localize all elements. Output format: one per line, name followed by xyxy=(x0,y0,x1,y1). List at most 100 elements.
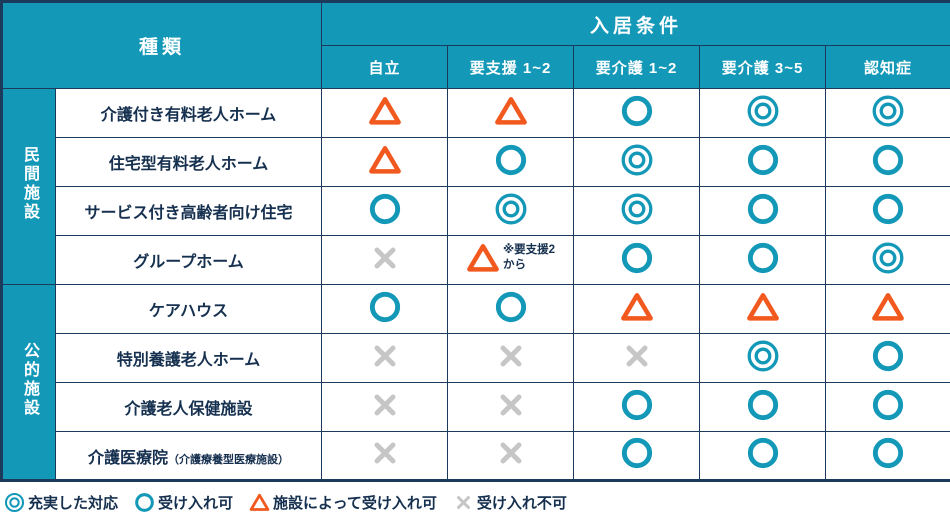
group-label-text: 民間施設 xyxy=(21,146,38,222)
cross-symbol xyxy=(494,436,528,470)
cell xyxy=(699,284,827,334)
circle-icon xyxy=(134,492,155,513)
triangle-symbol xyxy=(368,143,402,177)
circle-symbol xyxy=(746,192,780,226)
legend-label: 受け入れ可 xyxy=(158,494,234,512)
cell xyxy=(573,431,701,481)
cross-symbol xyxy=(368,339,402,373)
cross-symbol xyxy=(494,339,528,373)
condition-header-care-1-2: 要介護 1~2 xyxy=(573,45,701,89)
cell xyxy=(321,137,449,187)
legend-item-circle: 受け入れ可 xyxy=(134,492,233,513)
cell xyxy=(699,333,827,383)
circle-symbol xyxy=(368,290,402,324)
triangle-symbol xyxy=(746,290,780,324)
cell xyxy=(825,333,950,383)
facility-comparison-table: 種類 入居条件 自立 要支援 1~2 要介護 1~2 要介護 3~5 認知症 民… xyxy=(0,0,950,482)
table-row: 民間施設 介護付き有料老人ホーム xyxy=(1,88,950,285)
cell xyxy=(573,382,701,432)
group-label-private: 民間施設 xyxy=(1,88,56,285)
condition-header-support-1-2: 要支援 1~2 xyxy=(447,45,575,89)
type-header: 種類 xyxy=(0,1,323,89)
cell xyxy=(573,88,701,138)
cell xyxy=(825,284,950,334)
circle-symbol xyxy=(620,94,654,128)
cell xyxy=(321,382,449,432)
circle-symbol xyxy=(746,436,780,470)
table-row: サービス付き高齢者向け住宅 xyxy=(2,186,950,236)
cell xyxy=(447,333,575,383)
facility-name: 特別養護老人ホーム xyxy=(54,333,323,383)
header-row-1: 種類 入居条件 xyxy=(0,1,950,89)
cross-symbol xyxy=(368,436,402,470)
double-circle-symbol xyxy=(871,94,905,128)
table-row: 介護老人保健施設 xyxy=(2,382,950,432)
cell xyxy=(573,284,701,334)
cell xyxy=(825,137,950,187)
circle-symbol xyxy=(368,192,402,226)
cell xyxy=(573,186,701,236)
conditions-header: 入居条件 xyxy=(321,1,950,46)
group-label-text: 公的施設 xyxy=(21,341,38,418)
cell xyxy=(447,382,575,432)
circle-symbol xyxy=(871,339,905,373)
cell xyxy=(699,431,827,481)
double-circle-symbol xyxy=(871,241,905,275)
facility-name: 住宅型有料老人ホーム xyxy=(54,137,323,187)
circle-symbol xyxy=(871,143,905,177)
double-circle-symbol xyxy=(746,339,780,373)
cell xyxy=(699,186,827,236)
table-row: グループホーム ※要支援2 から xyxy=(2,235,950,285)
group-label-public: 公的施設 xyxy=(1,284,56,481)
circle-symbol xyxy=(746,388,780,422)
cell xyxy=(321,186,449,236)
cell xyxy=(321,235,449,285)
condition-header-care-3-5: 要介護 3~5 xyxy=(699,45,827,89)
cell xyxy=(447,284,575,334)
facility-name-sub: （介護療養型医療施設） xyxy=(168,453,290,466)
circle-symbol xyxy=(620,436,654,470)
table-row: 特別養護老人ホーム xyxy=(2,333,950,383)
cross-symbol xyxy=(494,388,528,422)
facility-name: ケアハウス xyxy=(54,284,323,334)
circle-symbol xyxy=(620,241,654,275)
double-circle-symbol xyxy=(494,192,528,226)
circle-symbol xyxy=(746,143,780,177)
cross-symbol xyxy=(368,241,402,275)
cell xyxy=(321,284,449,334)
triangle-symbol xyxy=(620,290,654,324)
double-circle-symbol xyxy=(620,143,654,177)
table-row: 公的施設 ケアハウス xyxy=(1,284,950,481)
cross-symbol xyxy=(368,388,402,422)
cell xyxy=(699,137,827,187)
legend-label: 施設によって受け入れ可 xyxy=(273,494,437,512)
triangle-symbol xyxy=(871,290,905,324)
cell xyxy=(825,431,950,481)
facility-name: 介護付き有料老人ホーム xyxy=(54,88,323,138)
double-circle-icon xyxy=(4,492,25,513)
cell xyxy=(825,382,950,432)
cross-icon xyxy=(453,492,474,513)
header-row-2: 自立 要支援 1~2 要介護 1~2 要介護 3~5 認知症 xyxy=(2,45,950,89)
cell: ※要支援2 から xyxy=(447,235,575,285)
circle-symbol xyxy=(746,241,780,275)
triangle-symbol xyxy=(494,94,528,128)
cell xyxy=(447,186,575,236)
table-row: 介護医療院（介護療養型医療施設） xyxy=(2,431,950,481)
legend-item-triangle: 施設によって受け入れ可 xyxy=(249,492,437,513)
double-circle-symbol xyxy=(620,192,654,226)
condition-header-dementia: 認知症 xyxy=(825,45,950,89)
triangle-symbol xyxy=(466,241,500,275)
cell xyxy=(321,333,449,383)
cell xyxy=(573,333,701,383)
circle-symbol xyxy=(494,290,528,324)
legend-item-cross: 受け入れ不可 xyxy=(453,492,567,513)
legend: 充実した対応 受け入れ可 施設によって受け入れ可 受け入れ不可 xyxy=(0,482,950,520)
facility-name: 介護医療院（介護療養型医療施設） xyxy=(54,431,323,481)
facility-name: グループホーム xyxy=(54,235,323,285)
circle-symbol xyxy=(494,143,528,177)
facility-name: サービス付き高齢者向け住宅 xyxy=(54,186,323,236)
cell xyxy=(699,88,827,138)
facility-name: 介護老人保健施設 xyxy=(54,382,323,432)
